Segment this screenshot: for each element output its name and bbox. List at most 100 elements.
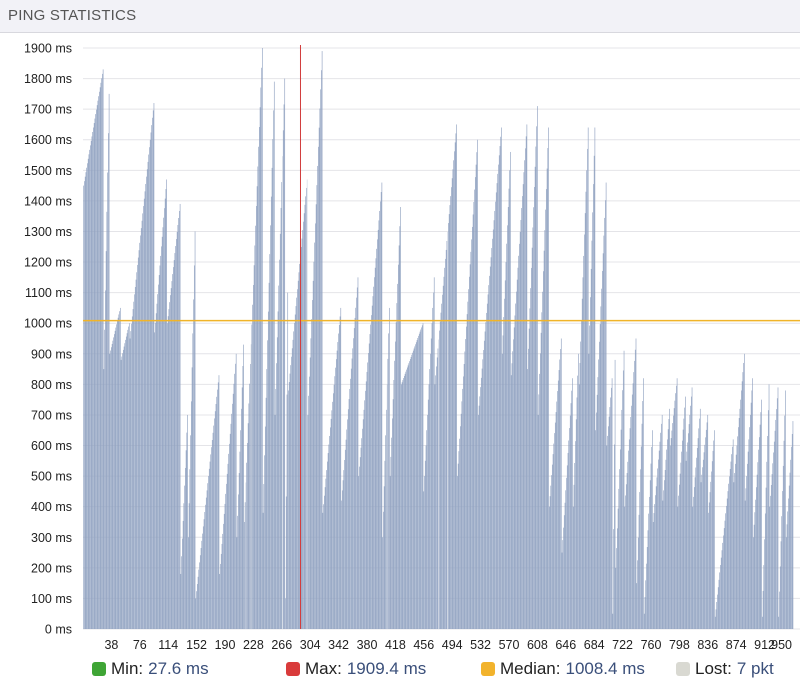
ping-bar <box>727 491 729 629</box>
ping-bar <box>709 492 711 629</box>
ping-bar <box>584 234 585 629</box>
ping-bar <box>319 108 321 629</box>
ping-bar <box>488 285 490 629</box>
ping-bar <box>139 242 141 630</box>
ping-bar <box>200 548 202 629</box>
ping-bar <box>731 454 732 629</box>
ping-bar <box>279 233 281 629</box>
ping-bar <box>103 369 105 629</box>
max-value: 1909.4 ms <box>346 659 427 678</box>
ping-bar <box>172 274 173 629</box>
ping-bar <box>373 286 374 629</box>
ping-bar <box>434 384 436 629</box>
x-tick-label: 646 <box>555 638 576 652</box>
ping-bar <box>388 333 389 629</box>
ping-bar <box>446 240 448 630</box>
ping-bar <box>501 127 502 630</box>
ping-bar <box>631 405 632 629</box>
ping-bar <box>271 167 273 629</box>
ping-bar <box>169 302 170 629</box>
y-tick-label: 1800 ms <box>24 72 72 86</box>
ping-bar <box>336 350 338 629</box>
ping-bar <box>575 419 577 629</box>
ping-bar <box>552 454 554 629</box>
ping-bar <box>752 378 753 629</box>
ping-bar <box>417 337 419 629</box>
ping-bar <box>247 442 248 629</box>
ping-bar <box>165 189 167 629</box>
ping-bar <box>631 394 633 629</box>
ping-bar <box>593 155 595 630</box>
ping-bar <box>177 224 179 629</box>
ping-bar <box>522 196 523 629</box>
ping-bar <box>764 513 766 629</box>
ping-bar <box>490 257 492 629</box>
ping-bar <box>162 227 164 629</box>
ping-bar <box>592 212 593 629</box>
x-tick-label: 190 <box>215 638 236 652</box>
ping-bar <box>374 277 375 629</box>
ping-bar <box>185 467 186 629</box>
ping-bar <box>263 484 265 629</box>
ping-bar <box>396 303 398 629</box>
ping-bar <box>562 540 564 629</box>
ping-bar <box>250 363 251 629</box>
ping-bar <box>708 512 709 629</box>
ping-bar <box>248 403 250 629</box>
ping-bar <box>563 527 564 629</box>
ping-bar <box>759 424 761 629</box>
ping-bar <box>113 337 114 629</box>
ping-bar <box>751 390 753 629</box>
ping-bar <box>347 419 348 629</box>
ping-bar <box>663 490 664 629</box>
ping-bar <box>527 369 528 629</box>
ping-bar <box>474 177 476 629</box>
ping-bar <box>309 357 311 629</box>
ping-bar <box>316 185 318 629</box>
ping-bar <box>344 459 345 629</box>
ping-bar <box>564 502 566 629</box>
y-tick-label: 1500 ms <box>24 164 72 178</box>
ping-bar <box>629 428 631 629</box>
ping-bar <box>534 166 536 629</box>
ping-bar <box>451 187 452 629</box>
ping-bar <box>161 246 162 629</box>
ping-bar <box>303 213 305 629</box>
ping-bar <box>433 277 435 629</box>
ping-bar <box>406 369 407 629</box>
ping-bar <box>729 476 730 629</box>
ping-bar <box>168 309 170 629</box>
ping-bar <box>191 367 193 629</box>
ping-bar <box>101 78 102 629</box>
median-value: 1008.4 ms <box>565 659 645 678</box>
x-tick-label: 494 <box>442 638 463 652</box>
lost-bar <box>245 482 247 629</box>
x-tick-label: 874 <box>726 638 747 652</box>
ping-bar <box>633 372 635 629</box>
ping-bar <box>461 401 463 629</box>
ping-bar <box>725 513 726 629</box>
ping-bar <box>599 324 601 629</box>
ping-bar <box>740 399 741 629</box>
ping-bar <box>187 414 188 629</box>
ping-bar <box>149 139 151 629</box>
ping-bar <box>189 469 191 629</box>
ping-bar <box>726 498 728 629</box>
ping-bar <box>597 377 599 629</box>
ping-bar <box>776 409 777 629</box>
ping-bar <box>614 359 616 629</box>
ping-bar <box>539 373 540 629</box>
ping-bar <box>477 139 478 629</box>
ping-bar <box>586 170 587 629</box>
ping-bar <box>582 277 584 629</box>
ping-bar <box>785 390 786 629</box>
ping-bar <box>203 519 205 629</box>
ping-bar <box>750 402 752 629</box>
ping-bar <box>454 142 456 629</box>
ping-bar <box>746 476 747 629</box>
ping-bar <box>120 359 122 629</box>
ping-bar <box>231 413 232 629</box>
ping-bar <box>546 168 548 629</box>
ping-bar <box>467 301 469 629</box>
ping-bar <box>693 496 694 629</box>
